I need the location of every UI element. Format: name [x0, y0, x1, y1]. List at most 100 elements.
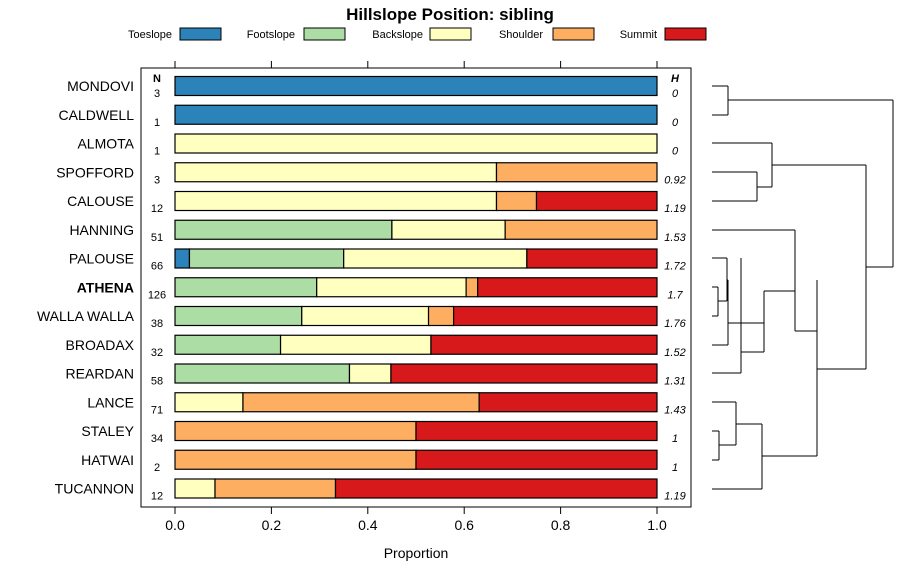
row-label-walla-walla: WALLA WALLA: [37, 308, 135, 324]
bar-athena-shoulder: [465, 277, 479, 298]
n-value-staley: 34: [151, 433, 163, 445]
h-value-spofford: 0.92: [664, 174, 685, 186]
legend-swatch-shoulder: [552, 27, 595, 41]
bar-walla-walla-summit: [452, 305, 658, 327]
n-value-hatwai: 2: [154, 462, 160, 474]
h-value-broadax: 1.52: [664, 347, 685, 359]
row-label-calouse: CALOUSE: [67, 193, 134, 209]
legend-label-footslope: Footslope: [247, 29, 295, 41]
bar-calouse-backslope: [174, 190, 498, 212]
plot-panel: [140, 67, 692, 508]
n-value-broadax: 32: [151, 347, 163, 359]
bar-walla-walla-footslope: [174, 305, 303, 327]
n-value-calouse: 12: [151, 203, 163, 215]
bar-palouse-backslope: [343, 248, 528, 269]
n-value-caldwell: 1: [154, 117, 160, 129]
row-label-almota: ALMOTA: [77, 136, 134, 152]
bar-reardan-summit: [390, 363, 658, 384]
dendrogram: [712, 85, 894, 490]
bar-broadax-footslope: [174, 334, 282, 355]
n-value-walla-walla: 38: [151, 318, 163, 330]
bar-walla-walla-backslope: [301, 305, 430, 327]
bar-spofford-shoulder: [495, 162, 658, 183]
bar-calouse-summit: [535, 190, 658, 212]
bar-reardan-backslope: [348, 363, 392, 384]
bar-lance-shoulder: [242, 392, 480, 413]
legend-swatch-footslope: [303, 27, 346, 41]
x-axis: 0.0 0.2 0.4 0.6 0.8 1.0: [165, 61, 667, 533]
bar-palouse-footslope: [188, 248, 345, 269]
tick-label-3: 0.6: [454, 517, 474, 533]
row-label-palouse: PALOUSE: [69, 251, 134, 267]
bar-spofford-backslope: [174, 162, 498, 183]
h-value-reardan: 1.31: [664, 376, 685, 388]
legend-swatch-toeslope: [179, 27, 222, 41]
n-value-athena: 126: [148, 289, 166, 301]
bar-tucannon-summit: [334, 478, 658, 499]
h-value-walla-walla: 1.76: [664, 318, 686, 330]
h-value-hatwai: 1: [672, 462, 678, 474]
row-label-mondovi: MONDOVI: [67, 78, 134, 94]
chart-title: Hillslope Position: sibling: [346, 5, 554, 24]
bar-tucannon-backslope: [174, 478, 216, 499]
bar-staley-shoulder: [174, 420, 417, 442]
bar-broadax-backslope: [279, 334, 432, 355]
row-label-reardan: REARDAN: [66, 366, 134, 382]
bar-hatwai-shoulder: [174, 449, 417, 470]
legend-swatch-summit: [664, 27, 707, 41]
row-label-athena: ATHENA: [77, 279, 134, 295]
row-labels: MONDOVI 3 0 CALDWELL 1 0 ALMOTA 1 0 SPOFFORD 3 0.92…: [37, 78, 687, 503]
row-label-hanning: HANNING: [69, 222, 134, 238]
n-value-mondovi: 3: [154, 88, 160, 100]
tick-label-2: 0.4: [358, 517, 378, 533]
bar-hatwai-summit: [415, 449, 658, 470]
legend-label-toeslope: Toeslope: [128, 29, 172, 41]
h-value-athena: 1.7: [667, 289, 683, 301]
bar-hanning-footslope: [174, 219, 393, 240]
row-label-broadax: BROADAX: [66, 337, 135, 353]
n-header: N: [153, 73, 161, 85]
legend: Toeslope Footslope Backslope Shoulder Summit: [128, 27, 707, 41]
bar-lance-backslope: [174, 392, 244, 413]
h-value-caldwell: 0: [672, 117, 679, 129]
row-label-lance: LANCE: [87, 394, 134, 410]
h-value-mondovi: 0: [672, 88, 679, 100]
h-value-hanning: 1.53: [664, 232, 686, 244]
bar-almota-backslope: [174, 133, 658, 154]
h-value-tucannon: 1.19: [664, 491, 685, 503]
n-value-tucannon: 12: [151, 491, 163, 503]
bar-athena-backslope: [316, 277, 467, 298]
bar-mondovi-toeslope: [174, 75, 658, 97]
bar-broadax-summit: [430, 334, 658, 355]
n-value-reardan: 58: [151, 376, 163, 388]
row-label-tucannon: TUCANNON: [55, 481, 134, 497]
tick-label-1: 0.2: [262, 517, 282, 533]
bar-athena-summit: [477, 277, 658, 298]
h-header: H: [671, 73, 680, 85]
bar-walla-walla-shoulder: [427, 305, 455, 327]
legend-label-backslope: Backslope: [372, 29, 423, 41]
n-value-almota: 1: [154, 146, 160, 158]
bar-calouse-shoulder: [495, 190, 538, 212]
h-value-lance: 1.43: [664, 404, 686, 416]
bar-palouse-toeslope: [174, 248, 191, 269]
row-label-caldwell: CALDWELL: [59, 107, 135, 123]
tick-label-0: 0.0: [165, 517, 185, 533]
row-label-spofford: SPOFFORD: [56, 164, 134, 180]
row-label-hatwai: HATWAI: [81, 452, 134, 468]
tick-label-4: 0.8: [551, 517, 571, 533]
bar-tucannon-shoulder: [214, 478, 337, 499]
legend-swatch-backslope: [429, 27, 472, 41]
bar-hanning-backslope: [391, 219, 506, 240]
h-value-staley: 1: [672, 433, 678, 445]
bar-athena-footslope: [174, 277, 318, 298]
legend-label-summit: Summit: [620, 29, 657, 41]
bar-hanning-shoulder: [504, 219, 658, 240]
row-label-staley: STALEY: [81, 423, 134, 439]
h-value-calouse: 1.19: [664, 203, 685, 215]
legend-label-shoulder: Shoulder: [499, 29, 543, 41]
n-value-palouse: 66: [151, 261, 163, 273]
n-value-hanning: 51: [151, 232, 163, 244]
